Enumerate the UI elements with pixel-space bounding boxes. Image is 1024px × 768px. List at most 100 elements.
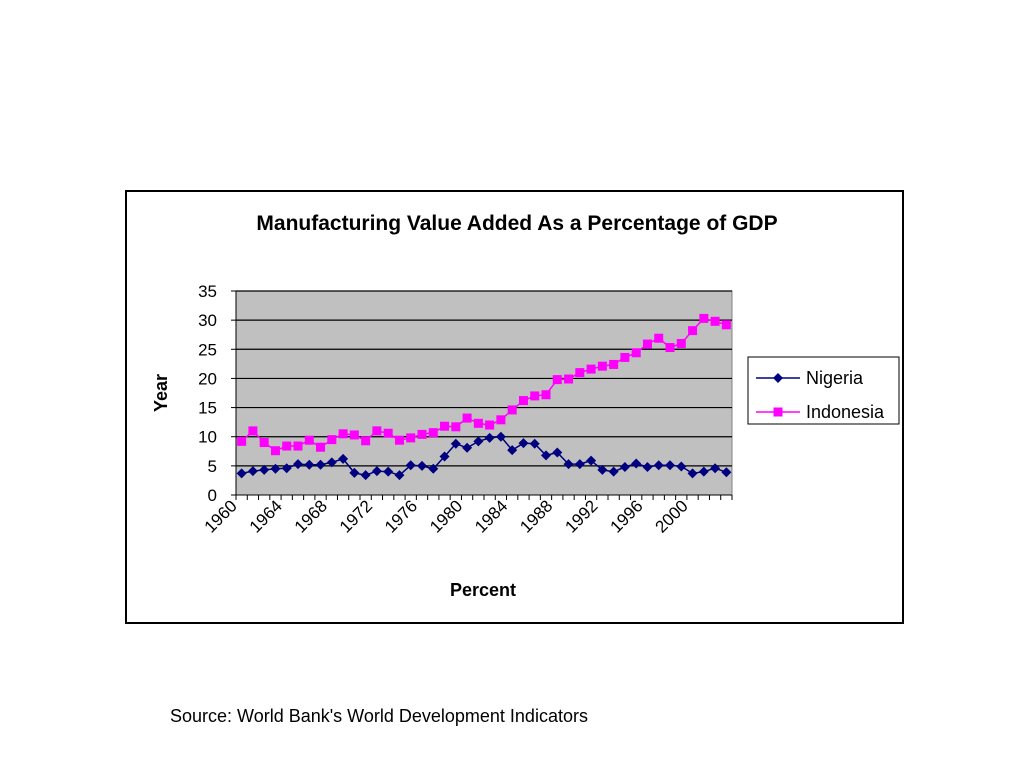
data-point xyxy=(360,470,371,481)
data-point xyxy=(563,459,574,470)
x-tick-labels: 1960 1964 1968 1972 1976 1980 1984 1988 1992 1996… xyxy=(201,496,692,536)
data-point xyxy=(710,463,721,474)
data-point xyxy=(631,348,641,358)
plot-area xyxy=(235,290,733,496)
series-indonesia xyxy=(237,313,731,456)
data-point xyxy=(564,374,574,384)
data-point xyxy=(326,457,337,468)
data-point xyxy=(428,428,438,438)
data-point xyxy=(417,429,427,439)
data-point xyxy=(270,463,281,474)
y-tick-label: 25 xyxy=(198,340,217,359)
x-tick-label: 1984 xyxy=(471,496,511,536)
data-point xyxy=(721,320,731,330)
data-point xyxy=(485,420,495,430)
data-point xyxy=(586,455,597,466)
data-point xyxy=(507,405,517,415)
data-point xyxy=(451,422,461,432)
x-tick-label: 1988 xyxy=(516,496,556,536)
data-point xyxy=(349,430,359,440)
chart-title: Manufacturing Value Added As a Percentag… xyxy=(256,212,777,235)
y-tick-labels: 0 5 10 15 20 25 30 35 xyxy=(198,282,217,505)
data-point xyxy=(496,415,506,425)
data-point xyxy=(293,441,303,451)
x-tick-label: 1964 xyxy=(246,496,286,536)
data-point xyxy=(473,418,483,428)
legend-marker xyxy=(773,373,783,383)
legend: Nigeria Indonesia xyxy=(747,356,900,425)
data-point xyxy=(665,460,675,471)
data-point xyxy=(405,460,416,471)
data-point xyxy=(259,464,270,475)
chart-svg: Manufacturing Value Added As a Percentag… xyxy=(151,212,900,600)
data-point xyxy=(597,361,607,371)
data-point xyxy=(642,339,652,349)
data-point xyxy=(699,313,709,323)
data-point xyxy=(676,461,687,472)
data-point xyxy=(248,426,258,436)
data-point xyxy=(383,466,394,477)
data-point xyxy=(653,460,664,471)
data-point xyxy=(394,435,404,445)
data-point xyxy=(541,390,551,400)
data-point xyxy=(518,396,528,406)
data-point xyxy=(361,436,371,446)
data-point xyxy=(428,463,439,474)
data-point xyxy=(293,459,303,470)
data-point xyxy=(304,435,314,445)
y-axis-label: Year xyxy=(151,374,171,412)
data-point xyxy=(552,375,562,385)
data-point xyxy=(529,438,540,449)
data-point xyxy=(631,458,642,469)
data-point xyxy=(237,436,247,446)
y-tick-label: 0 xyxy=(208,486,217,505)
data-point xyxy=(450,438,461,449)
data-point xyxy=(259,438,269,448)
data-point xyxy=(394,470,405,481)
legend-marker xyxy=(773,407,783,417)
data-point xyxy=(315,459,326,470)
data-point xyxy=(721,467,732,478)
data-point xyxy=(541,450,551,461)
data-point xyxy=(710,316,720,326)
data-point xyxy=(620,352,630,362)
data-point xyxy=(327,435,337,445)
data-point xyxy=(371,466,382,477)
data-point xyxy=(236,468,247,479)
data-point xyxy=(439,451,450,462)
data-point xyxy=(619,462,630,473)
x-tick-label: 1976 xyxy=(381,496,421,536)
data-point xyxy=(247,466,258,477)
data-point xyxy=(552,447,563,458)
chart-frame: Manufacturing Value Added As a Percentag… xyxy=(125,190,904,624)
data-point xyxy=(507,445,518,456)
data-point xyxy=(316,442,326,452)
data-point xyxy=(688,326,698,336)
data-point xyxy=(338,429,348,439)
data-point xyxy=(665,343,675,353)
x-tick-label: 1992 xyxy=(561,496,601,536)
data-point xyxy=(349,467,360,478)
data-point xyxy=(383,428,393,438)
y-tick-label: 10 xyxy=(198,428,217,447)
legend-label: Nigeria xyxy=(806,368,864,388)
y-tick-label: 15 xyxy=(198,399,217,418)
data-point xyxy=(609,359,619,369)
legend-entry-indonesia: Indonesia xyxy=(756,402,885,422)
series-lines xyxy=(236,313,732,481)
axes xyxy=(231,290,733,500)
x-tick-label: 1980 xyxy=(426,496,466,536)
y-tick-label: 20 xyxy=(198,369,217,388)
data-point xyxy=(676,338,686,348)
data-point xyxy=(575,368,585,378)
x-axis-label: Percent xyxy=(450,580,516,600)
data-point xyxy=(518,438,529,449)
data-point xyxy=(574,459,585,470)
data-point xyxy=(281,463,292,474)
data-point xyxy=(495,431,506,442)
data-point xyxy=(654,333,664,343)
data-point xyxy=(687,468,698,479)
y-tick-label: 35 xyxy=(198,282,217,301)
data-point xyxy=(484,432,495,443)
data-point xyxy=(462,442,473,453)
